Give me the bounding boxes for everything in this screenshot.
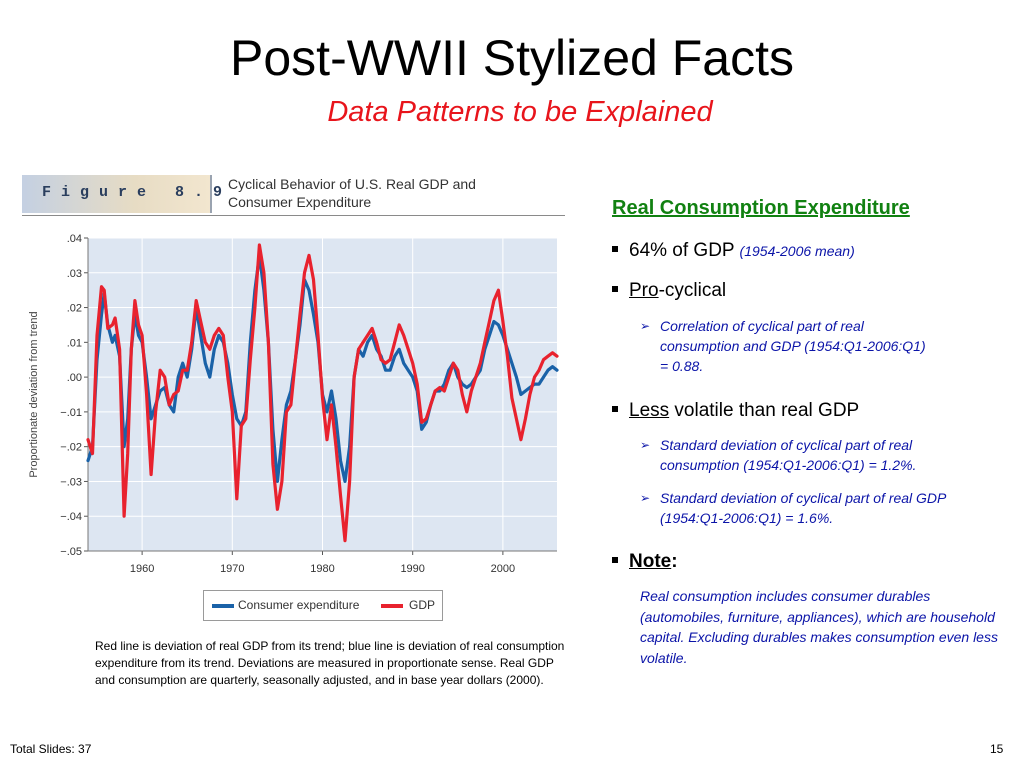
arrow-bullet-icon: ➢ <box>640 319 651 333</box>
legend-label-consumption: Consumer expenditure <box>238 598 360 612</box>
y-tick-label: .04 <box>67 233 82 245</box>
x-tick-label: 1980 <box>310 563 334 575</box>
series-line-gdp <box>86 243 559 543</box>
y-tick-label: .00 <box>67 372 82 384</box>
figure-divider <box>22 215 565 216</box>
x-tick-label: 1990 <box>400 563 424 575</box>
figure-caption-line2: Consumer Expenditure <box>228 194 372 210</box>
subbullet-sd-gdp-text: Standard deviation of cyclical part of r… <box>660 490 946 526</box>
bullet-square-icon <box>612 286 618 292</box>
x-tick-label: 1960 <box>130 563 154 575</box>
y-tick-label: −.02 <box>60 442 82 454</box>
subbullet-sd-consumption: ➢ Standard deviation of cyclical part of … <box>640 435 985 475</box>
subbullet-sd-gdp: ➢ Standard deviation of cyclical part of … <box>640 488 985 528</box>
x-tick-label: 1970 <box>220 563 244 575</box>
bullet-note-label: Note <box>629 551 672 572</box>
figure-caption: Cyclical Behavior of U.S. Real GDP and C… <box>228 175 548 211</box>
legend-label-gdp: GDP <box>409 598 436 612</box>
subbullet-correlation: ➢ Correlation of cyclical part of real co… <box>640 316 930 376</box>
x-tick-label: 2000 <box>491 563 515 575</box>
y-tick-label: −.01 <box>60 407 82 419</box>
legend-swatch-gdp <box>381 604 403 608</box>
note-text-block: Real consumption includes consumer durab… <box>640 586 1010 668</box>
bullet-share-text: 64% of GDP <box>629 240 735 261</box>
footer-total-slides: Total Slides: 37 <box>10 742 92 756</box>
arrow-bullet-icon: ➢ <box>640 491 651 505</box>
bullet-procyclical: Pro-cyclical <box>612 280 726 302</box>
figure-tag-label: Figure 8.9 <box>42 184 233 201</box>
figure-tag: Figure 8.9 <box>22 175 222 213</box>
slide-title: Post-WWII Stylized Facts <box>230 30 794 86</box>
bullet-square-icon <box>612 406 618 412</box>
bullet-procyclical-prefix: Pro <box>629 280 659 301</box>
bullet-square-icon <box>612 557 618 563</box>
bullet-share: 64% of GDP (1954-2006 mean) <box>612 240 855 262</box>
bullet-procyclical-suffix: -cyclical <box>658 280 727 301</box>
chart-legend: Consumer expenditure GDP <box>203 590 443 621</box>
bullet-share-note: (1954-2006 mean) <box>739 243 855 259</box>
bullet-volatility-prefix: Less <box>629 400 670 421</box>
bullet-note-colon: : <box>671 551 678 572</box>
y-tick-label: −.04 <box>60 511 82 523</box>
figure-note: Red line is deviation of real GDP from i… <box>95 639 565 687</box>
y-tick-label: −.03 <box>60 476 82 488</box>
bullet-volatility-suffix: volatile than real GDP <box>669 400 860 421</box>
slide-subtitle: Data Patterns to be Explained <box>327 96 713 128</box>
line-chart: .04 .03 .02 .01 .00 −.01 −.02 −.03 −.04 −.05 1960 1… <box>28 233 559 575</box>
y-tick-label: −.05 <box>60 546 82 558</box>
figure-header: Figure 8.9 Cyclical Behavior of U.S. Rea… <box>22 173 565 217</box>
arrow-bullet-icon: ➢ <box>640 438 651 452</box>
y-tick-label: .03 <box>67 268 82 280</box>
y-tick-label: .01 <box>67 337 82 349</box>
legend-swatch-consumption <box>212 604 234 608</box>
panel-heading: Real Consumption Expenditure <box>612 197 910 219</box>
footer-slide-number: 15 <box>990 742 1004 756</box>
bullet-note: Note: <box>612 551 678 573</box>
note-text: Real consumption includes consumer durab… <box>640 588 998 666</box>
y-tick-label: .02 <box>67 303 82 315</box>
bullet-square-icon <box>612 246 618 252</box>
bullet-volatility: Less volatile than real GDP <box>612 400 859 422</box>
y-axis-label: Proportionate deviation from trend <box>28 311 40 477</box>
subbullet-sd-consumption-text: Standard deviation of cyclical part of r… <box>660 437 917 473</box>
figure-caption-line1: Cyclical Behavior of U.S. Real GDP and <box>228 176 476 192</box>
subbullet-correlation-text: Correlation of cyclical part of real con… <box>660 318 926 374</box>
